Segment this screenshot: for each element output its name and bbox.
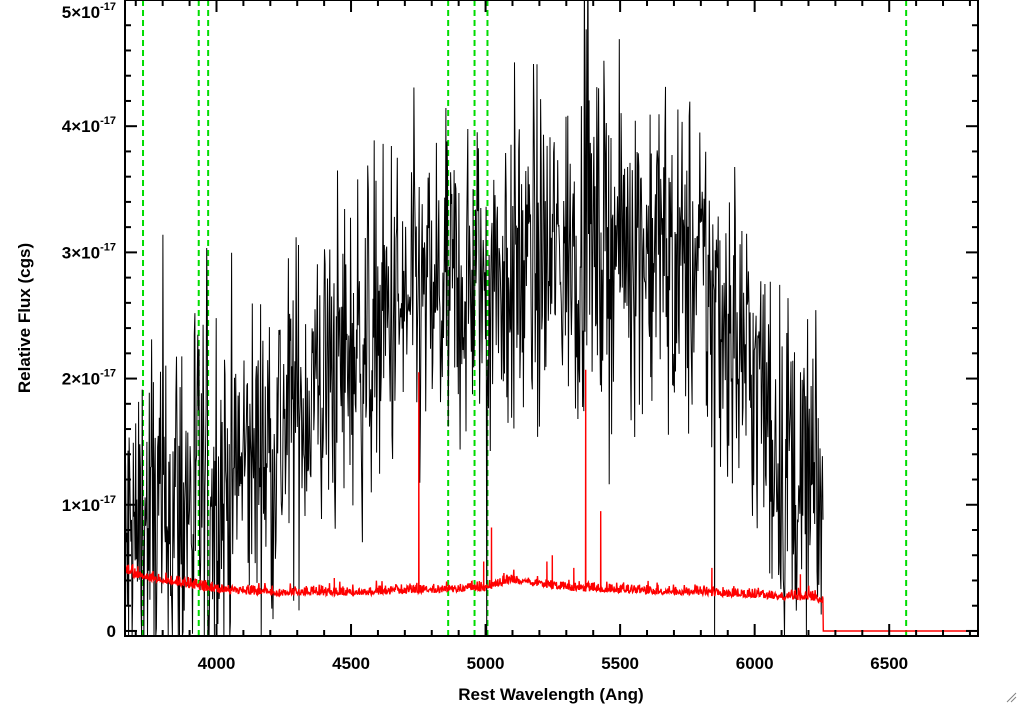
x-axis-title: Rest Wavelength (Ang) [458,685,643,704]
x-tick-label: 6500 [870,654,908,673]
x-tick-label: 5000 [467,654,505,673]
y-tick-label: 0 [107,622,116,641]
series-layer [125,0,978,636]
x-ticks: 4000 4500 5000 5500 6000 6500 [134,0,971,673]
y-tick-label: 3×10-17 [62,241,116,262]
series-line-red [125,369,978,632]
y-tick-label: 2×10-17 [62,368,116,389]
y-axis-title: Relative Flux (cgs) [15,243,34,393]
plot-border [124,0,979,637]
x-tick-label: 4500 [332,654,370,673]
x-tick-label: 4000 [198,654,236,673]
resize-grip-icon[interactable] [1005,691,1017,703]
y-ticks: 0 1×10-17 2×10-17 3×10-17 4×10-17 5×10-17 [62,0,978,641]
y-tick-label: 5×10-17 [62,1,116,22]
plot-frame [124,0,979,637]
y-tick-label: 1×10-17 [62,494,116,515]
y-tick-label: 4×10-17 [62,115,116,136]
x-tick-label: 5500 [601,654,639,673]
series-line-black [125,0,824,636]
x-tick-label: 6000 [736,654,774,673]
